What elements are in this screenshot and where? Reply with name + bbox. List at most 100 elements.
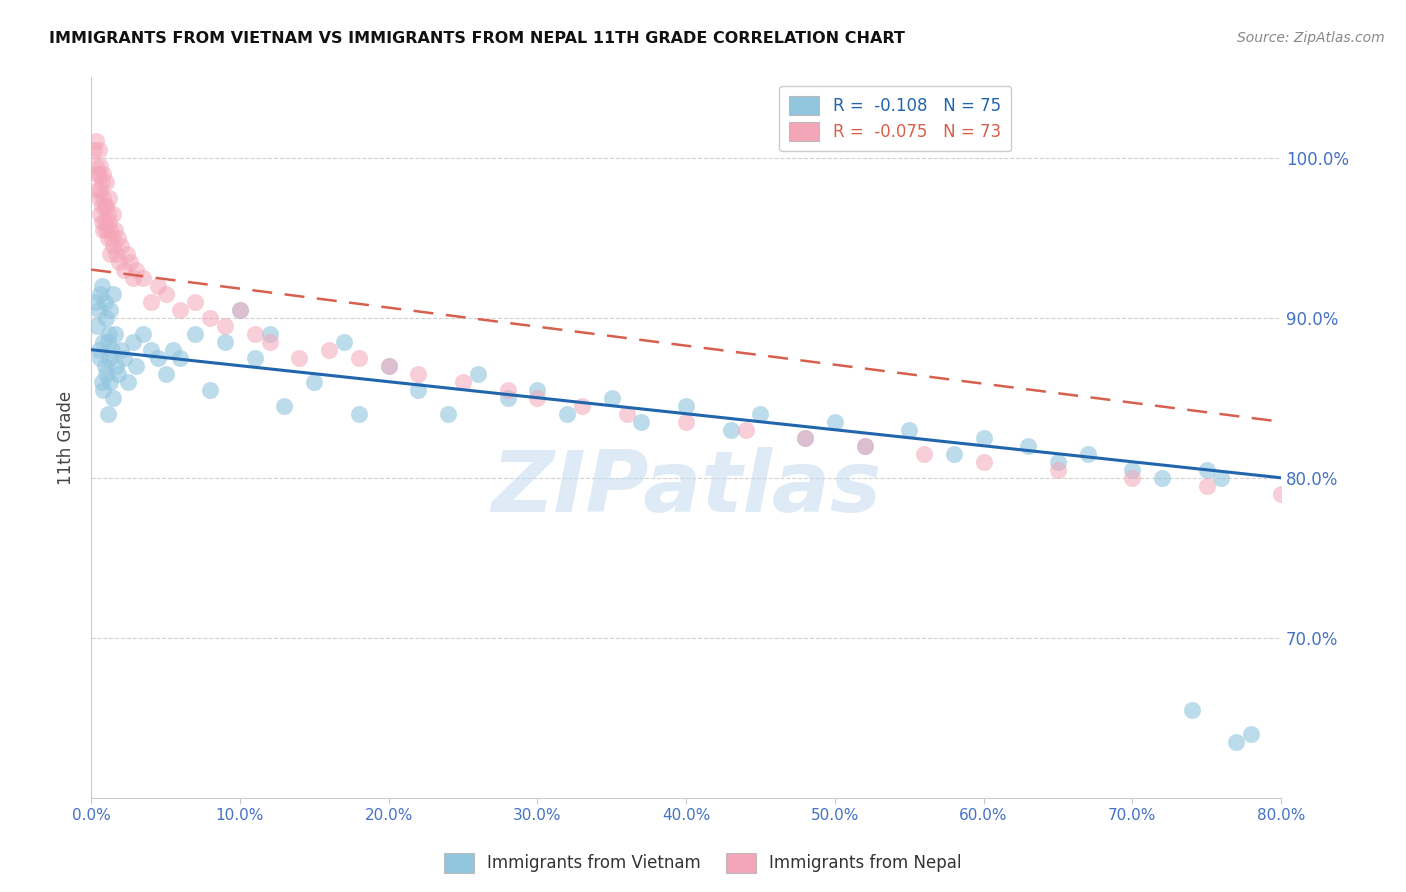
Point [675, 399, 697, 413]
Point [103, 206, 125, 220]
Point [90, 198, 112, 212]
Point [1046, 455, 1069, 469]
Point [1240, 727, 1263, 741]
Point [526, 391, 548, 405]
Point [302, 375, 325, 389]
Point [89, 159, 111, 173]
Y-axis label: 11th Grade: 11th Grade [58, 391, 75, 485]
Point [91, 167, 114, 181]
Point [214, 334, 236, 349]
Point [973, 455, 995, 469]
Text: Source: ZipAtlas.com: Source: ZipAtlas.com [1237, 31, 1385, 45]
Point [600, 391, 623, 405]
Point [526, 383, 548, 397]
Point [84, 135, 107, 149]
Point [198, 383, 221, 397]
Point [96, 206, 118, 220]
Point [91, 383, 114, 397]
Point [169, 302, 191, 317]
Point [87, 167, 110, 181]
Point [91, 222, 114, 236]
Point [104, 222, 127, 236]
Point [377, 359, 399, 373]
Point [155, 286, 177, 301]
Point [132, 326, 155, 341]
Point [259, 326, 281, 341]
Point [94, 310, 117, 325]
Point [86, 318, 108, 333]
Point [86, 182, 108, 196]
Point [115, 246, 138, 260]
Point [1046, 463, 1069, 477]
Point [853, 439, 876, 453]
Point [89, 351, 111, 365]
Point [214, 318, 236, 333]
Point [87, 343, 110, 357]
Point [139, 343, 162, 357]
Point [100, 222, 122, 236]
Point [101, 230, 124, 244]
Point [1225, 735, 1247, 749]
Point [973, 431, 995, 445]
Point [1017, 439, 1039, 453]
Point [93, 359, 115, 373]
Point [83, 143, 105, 157]
Point [794, 431, 817, 445]
Point [93, 214, 115, 228]
Point [1121, 463, 1143, 477]
Point [100, 302, 122, 317]
Point [408, 367, 430, 381]
Text: IMMIGRANTS FROM VIETNAM VS IMMIGRANTS FROM NEPAL 11TH GRADE CORRELATION CHART: IMMIGRANTS FROM VIETNAM VS IMMIGRANTS FR… [49, 31, 905, 46]
Point [630, 415, 652, 429]
Point [1299, 495, 1322, 509]
Point [184, 294, 207, 309]
Point [96, 407, 118, 421]
Point [86, 167, 108, 181]
Point [749, 407, 772, 421]
Point [91, 190, 114, 204]
Point [96, 334, 118, 349]
Point [101, 343, 124, 357]
Point [112, 351, 135, 365]
Point [93, 198, 115, 212]
Point [146, 351, 169, 365]
Point [110, 343, 132, 357]
Point [89, 182, 111, 196]
Point [103, 286, 125, 301]
Point [87, 143, 110, 157]
Point [107, 367, 129, 381]
Point [104, 326, 127, 341]
Point [347, 407, 370, 421]
Point [94, 175, 117, 189]
Point [1150, 471, 1173, 485]
Point [229, 302, 252, 317]
Point [162, 343, 184, 357]
Point [139, 294, 162, 309]
Point [100, 246, 122, 260]
Point [1270, 487, 1292, 501]
Point [90, 175, 112, 189]
Point [318, 343, 340, 357]
Point [110, 238, 132, 252]
Point [90, 278, 112, 293]
Point [451, 375, 474, 389]
Point [675, 415, 697, 429]
Point [853, 439, 876, 453]
Point [824, 415, 846, 429]
Point [89, 206, 111, 220]
Point [1195, 463, 1218, 477]
Point [84, 294, 107, 309]
Point [1181, 703, 1204, 717]
Legend: R =  -0.108   N = 75, R =  -0.075   N = 73: R = -0.108 N = 75, R = -0.075 N = 73 [779, 86, 1011, 151]
Text: ZIPatlas: ZIPatlas [491, 447, 882, 530]
Point [1077, 447, 1099, 461]
Point [333, 334, 356, 349]
Point [437, 407, 460, 421]
Point [91, 334, 114, 349]
Point [132, 270, 155, 285]
Point [125, 359, 148, 373]
Point [1121, 471, 1143, 485]
Point [117, 375, 139, 389]
Point [108, 254, 131, 268]
Point [496, 391, 519, 405]
